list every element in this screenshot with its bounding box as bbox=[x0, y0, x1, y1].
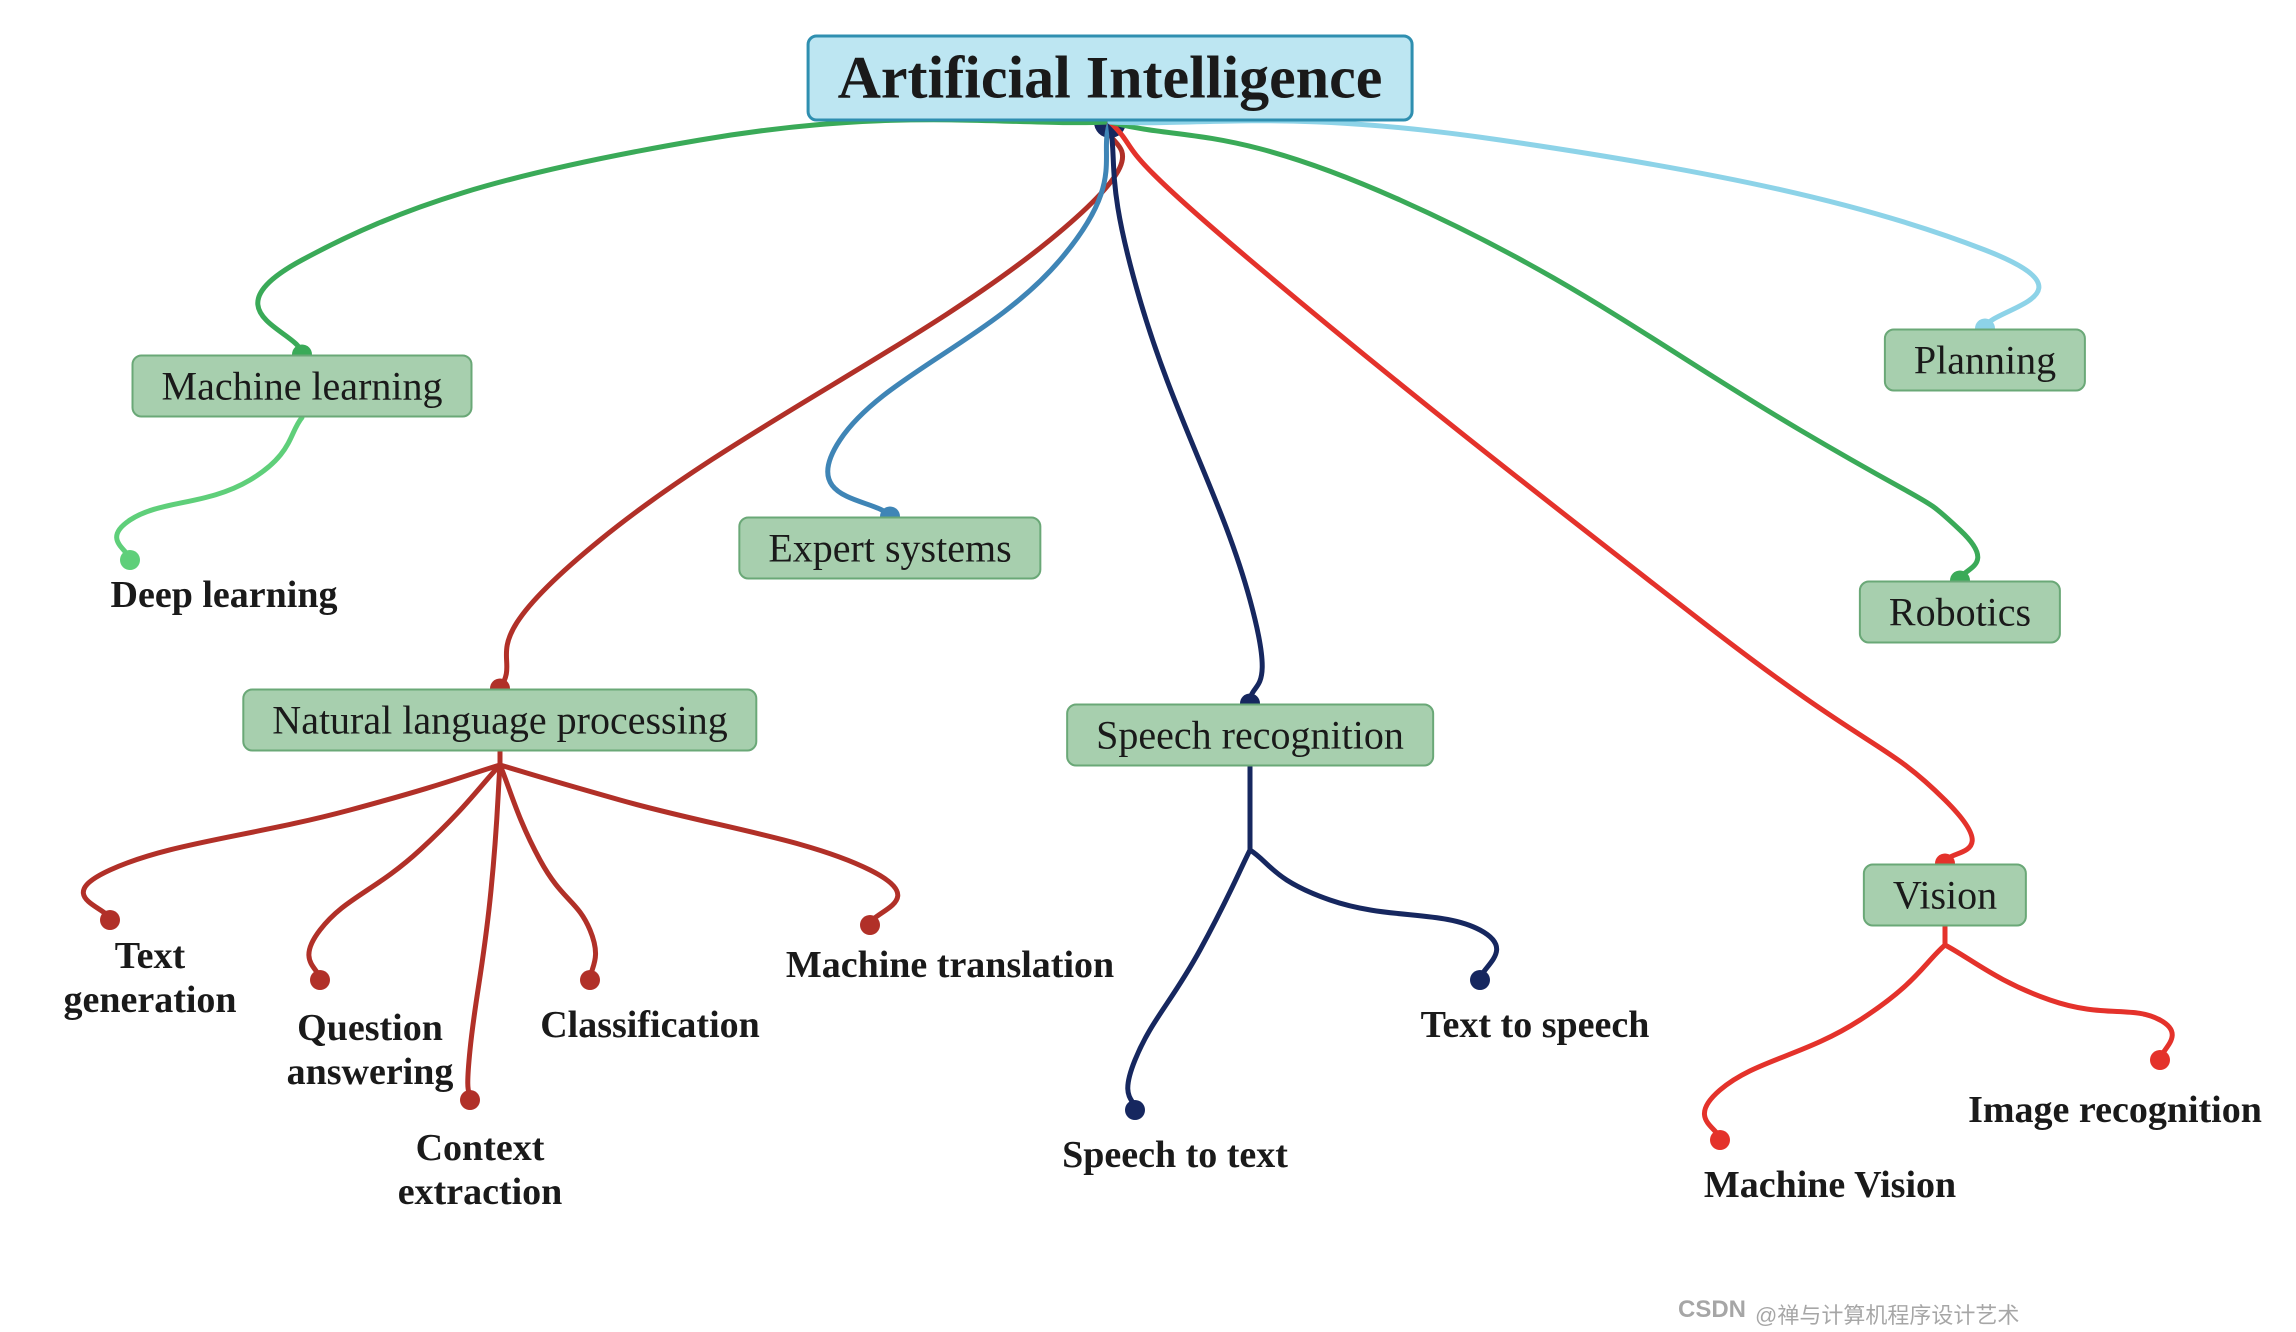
node-qa: Questionanswering bbox=[287, 1006, 454, 1094]
edge bbox=[117, 418, 302, 561]
edge bbox=[1250, 850, 1497, 980]
node-root: Artificial Intelligence bbox=[807, 35, 1414, 122]
leaf-label: Classification bbox=[540, 1004, 760, 1046]
edge bbox=[258, 120, 1110, 355]
leaf-label: Machine translation bbox=[786, 944, 1114, 986]
root-box: Artificial Intelligence bbox=[807, 35, 1414, 122]
edge-end-dot bbox=[1710, 1130, 1730, 1150]
edge bbox=[1110, 121, 2039, 329]
node-nlp: Natural language processing bbox=[242, 689, 757, 752]
branch-box: Machine learning bbox=[132, 355, 473, 418]
leaf-label: Machine Vision bbox=[1704, 1164, 1956, 1206]
edge bbox=[1110, 122, 1978, 581]
node-expert: Expert systems bbox=[738, 517, 1041, 580]
branch-box: Speech recognition bbox=[1066, 704, 1434, 767]
edge-end-dot bbox=[460, 1090, 480, 1110]
node-mt: Machine translation bbox=[786, 943, 1114, 987]
node-imrec: Image recognition bbox=[1968, 1088, 2262, 1132]
node-ml: Machine learning bbox=[132, 355, 473, 418]
leaf-label: Speech to text bbox=[1062, 1134, 1288, 1176]
branch-box: Robotics bbox=[1859, 581, 2061, 644]
edge bbox=[500, 765, 898, 925]
node-cls: Classification bbox=[540, 1003, 760, 1047]
leaf-label: Image recognition bbox=[1968, 1089, 2262, 1131]
edge bbox=[500, 765, 596, 980]
node-ctx: Contextextraction bbox=[398, 1126, 563, 1214]
node-dl: Deep learning bbox=[111, 573, 338, 617]
node-robot: Robotics bbox=[1859, 581, 2061, 644]
edge-end-dot bbox=[2150, 1050, 2170, 1070]
edge bbox=[309, 765, 500, 980]
edge bbox=[1128, 850, 1250, 1110]
watermark-left: CSDN bbox=[1678, 1296, 1746, 1324]
leaf-label: Text to speech bbox=[1421, 1004, 1650, 1046]
edge-end-dot bbox=[310, 970, 330, 990]
watermark-right: @禅与计算机程序设计艺术 bbox=[1755, 1298, 2019, 1330]
node-stt: Speech to text bbox=[1062, 1133, 1288, 1177]
leaf-label: Textgeneration bbox=[63, 935, 236, 1021]
edge bbox=[1110, 122, 1262, 704]
edge-end-dot bbox=[580, 970, 600, 990]
leaf-label: Questionanswering bbox=[287, 1007, 454, 1093]
node-vision: Vision bbox=[1863, 864, 2027, 927]
edge bbox=[1945, 945, 2172, 1060]
edge bbox=[83, 765, 500, 920]
edge bbox=[828, 122, 1110, 517]
node-mvis: Machine Vision bbox=[1704, 1163, 1956, 1207]
edge-end-dot bbox=[120, 550, 140, 570]
edge-end-dot bbox=[100, 910, 120, 930]
edge bbox=[1704, 945, 1945, 1140]
node-txtgen: Textgeneration bbox=[63, 934, 236, 1022]
node-plan: Planning bbox=[1884, 329, 2086, 392]
branch-box: Planning bbox=[1884, 329, 2086, 392]
edge-end-dot bbox=[860, 915, 880, 935]
edge-end-dot bbox=[1470, 970, 1490, 990]
branch-box: Vision bbox=[1863, 864, 2027, 927]
node-tts: Text to speech bbox=[1421, 1003, 1650, 1047]
node-speech: Speech recognition bbox=[1066, 704, 1434, 767]
edge bbox=[500, 122, 1123, 689]
branch-box: Natural language processing bbox=[242, 689, 757, 752]
branch-box: Expert systems bbox=[738, 517, 1041, 580]
edge bbox=[468, 765, 500, 1100]
edge-end-dot bbox=[1125, 1100, 1145, 1120]
leaf-label: Contextextraction bbox=[398, 1127, 563, 1213]
leaf-label: Deep learning bbox=[111, 574, 338, 616]
